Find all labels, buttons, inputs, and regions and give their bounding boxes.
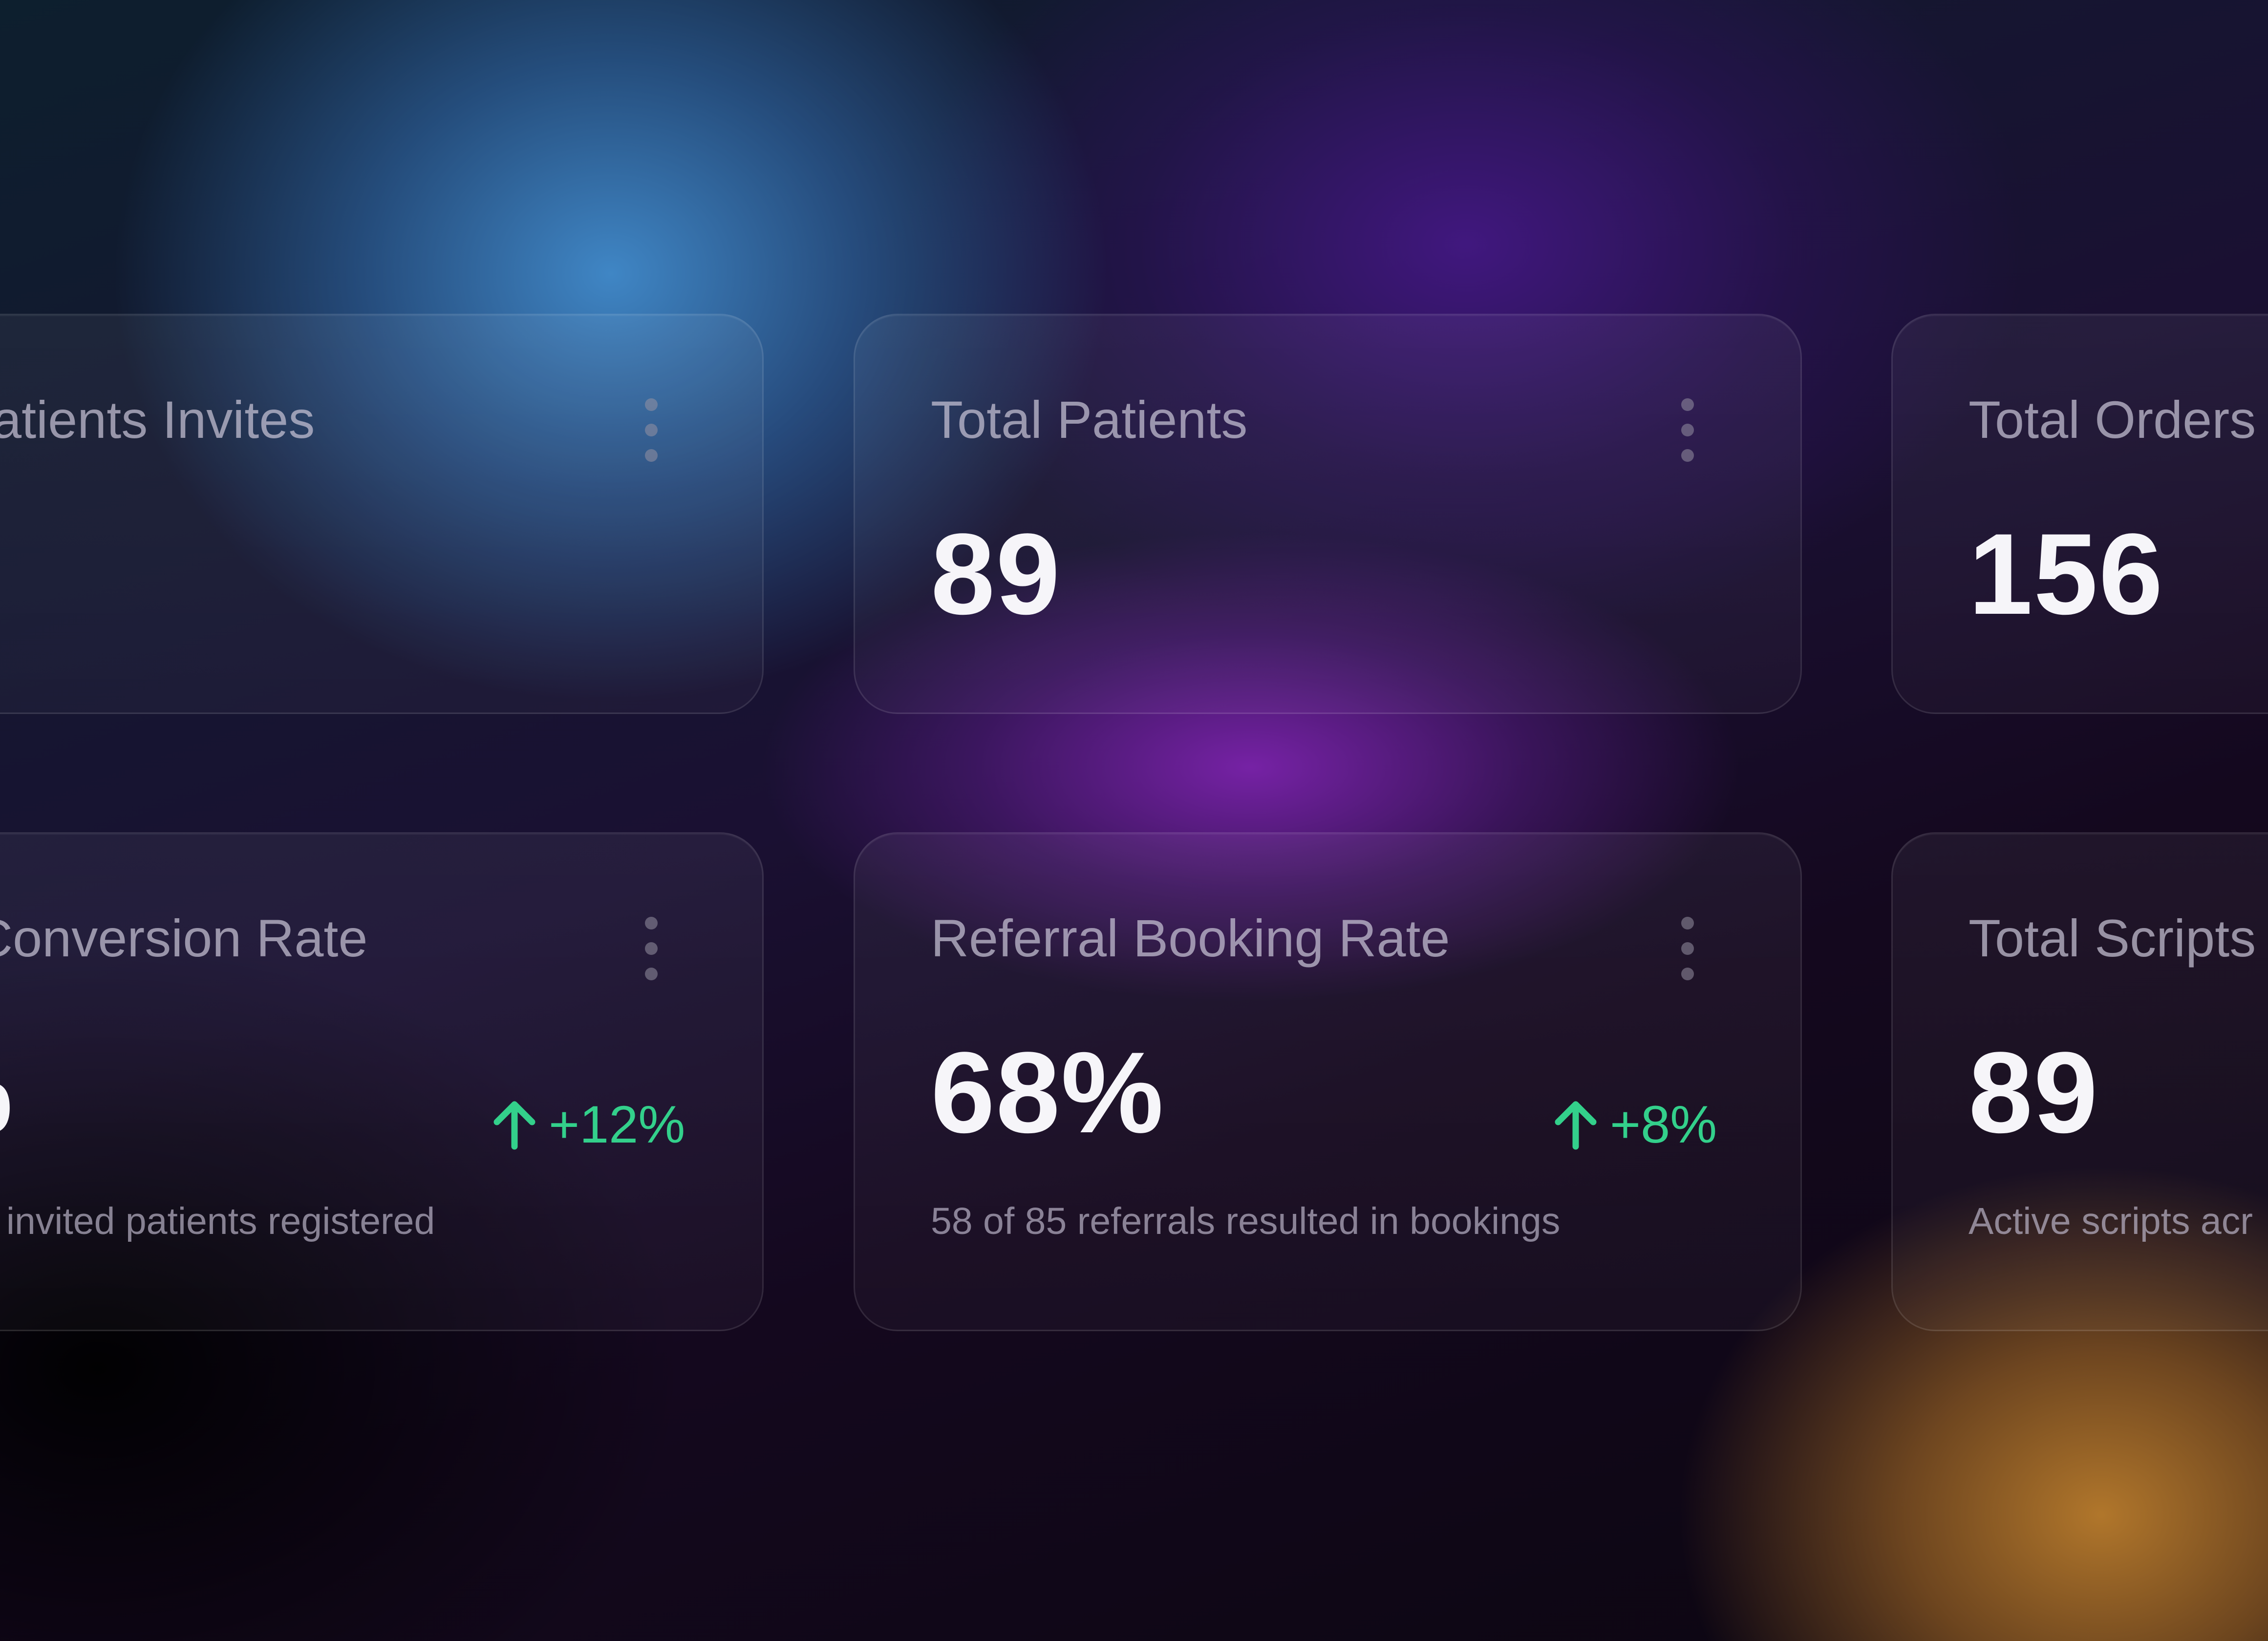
card-value: 89: [1968, 1028, 2099, 1157]
stat-card-total-patients[interactable]: Total Patients 89: [854, 314, 1802, 714]
kebab-menu-icon[interactable]: [1677, 398, 1697, 462]
card-value: 89: [931, 510, 1061, 639]
card-value: 3%: [0, 1035, 14, 1150]
stat-card-referral-booking-rate[interactable]: Referral Booking Rate 68% +8% 58 of 85 r…: [854, 832, 1802, 1331]
card-value: 68%: [931, 1028, 1165, 1157]
kebab-menu-icon[interactable]: [641, 398, 661, 462]
card-value: 156: [1968, 510, 2164, 639]
stat-card-patients-invites[interactable]: l Patients Invites 27: [0, 314, 764, 714]
card-title: Referral Booking Rate: [931, 908, 1450, 968]
trend-value: +8%: [1610, 1095, 1717, 1154]
arrow-up-icon: [1555, 1101, 1597, 1150]
card-title: Total Patients: [931, 390, 1248, 449]
card-title: l Patients Invites: [0, 390, 315, 449]
stat-card-total-scripts[interactable]: Total Scripts 89 Active scripts acr: [1891, 832, 2268, 1331]
trend-indicator: +8%: [1551, 1098, 1717, 1151]
kebab-menu-icon[interactable]: [1677, 917, 1697, 980]
stat-card-total-orders[interactable]: Total Orders 156: [1891, 314, 2268, 714]
trend-value: +12%: [549, 1095, 685, 1154]
arrow-up-icon: [493, 1101, 535, 1150]
kebab-menu-icon[interactable]: [641, 917, 661, 980]
card-title: e Conversion Rate: [0, 908, 368, 968]
card-description: 58 of 85 referrals resulted in bookings: [931, 1200, 1561, 1242]
card-description: Active scripts acr: [1968, 1200, 2253, 1242]
trend-indicator: +12%: [490, 1098, 685, 1151]
card-title: Total Orders: [1968, 390, 2256, 449]
card-title: Total Scripts: [1968, 908, 2256, 968]
card-description: 150 invited patients registered: [0, 1200, 435, 1242]
stat-card-conversion-rate[interactable]: e Conversion Rate 3% +12% 150 invited pa…: [0, 832, 764, 1331]
